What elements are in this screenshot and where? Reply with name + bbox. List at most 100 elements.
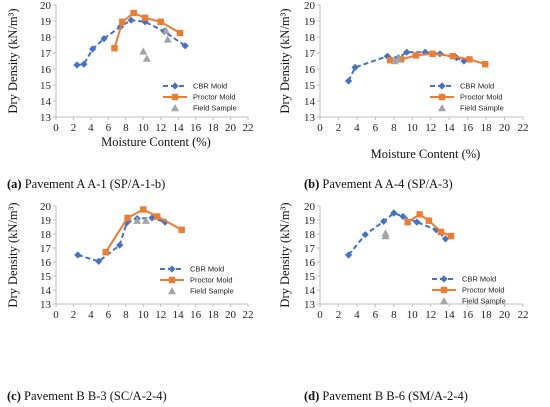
data-point bbox=[116, 241, 124, 249]
x-tick-label: 12 bbox=[425, 309, 436, 321]
caption-text: Pavement A A-1 (SP/A-1-b) bbox=[22, 177, 166, 191]
y-tick-label: 14 bbox=[40, 285, 52, 297]
data-point bbox=[89, 45, 97, 53]
y-tick-label: 17 bbox=[304, 48, 316, 60]
legend-label: Proctor Mold bbox=[190, 276, 233, 285]
x-tick-label: 22 bbox=[518, 122, 529, 134]
data-point bbox=[163, 35, 172, 43]
data-point bbox=[412, 52, 420, 59]
legend-marker bbox=[171, 104, 179, 112]
legend: CBR Mold Proctor Mold Field Sample bbox=[160, 265, 234, 296]
data-point bbox=[124, 214, 131, 222]
series-proctor-mold bbox=[386, 50, 489, 68]
data-point bbox=[351, 63, 359, 71]
x-tick-label: 4 bbox=[354, 122, 360, 134]
data-point bbox=[449, 53, 457, 60]
x-tick-label: 12 bbox=[155, 309, 166, 321]
caption-label: (c) bbox=[7, 389, 21, 403]
data-point bbox=[481, 61, 489, 68]
x-tick-label: 10 bbox=[138, 122, 150, 134]
series-proctor-mold bbox=[102, 206, 185, 256]
x-tick-label: 2 bbox=[336, 309, 342, 321]
y-tick-label: 14 bbox=[304, 285, 316, 297]
data-point bbox=[386, 57, 394, 64]
x-tick-label: 0 bbox=[317, 309, 323, 321]
data-point bbox=[380, 217, 388, 225]
x-tick-label: 20 bbox=[225, 122, 237, 134]
x-tick-label: 16 bbox=[462, 309, 474, 321]
data-point bbox=[345, 251, 353, 259]
legend-marker bbox=[438, 82, 446, 90]
y-tick-label: 16 bbox=[40, 257, 52, 269]
data-point bbox=[140, 206, 147, 213]
data-point bbox=[127, 16, 135, 24]
data-point bbox=[413, 218, 421, 226]
x-tick-label: 10 bbox=[138, 309, 150, 321]
data-point bbox=[399, 212, 407, 221]
legend-label: CBR Mold bbox=[460, 82, 494, 91]
y-tick-label: 19 bbox=[304, 16, 316, 28]
panel-caption: (b) Pavement A A-4 (SP/A-3) bbox=[304, 177, 453, 191]
x-tick-label: 6 bbox=[106, 309, 112, 321]
y-tick-label: 13 bbox=[304, 112, 316, 124]
data-point bbox=[345, 77, 353, 85]
legend-label: Proctor Mold bbox=[460, 93, 503, 102]
legend-marker bbox=[168, 265, 176, 273]
x-tick-label: 10 bbox=[407, 122, 419, 134]
x-axis-label: Moisture Content (%) bbox=[101, 135, 211, 149]
data-point bbox=[161, 26, 170, 34]
data-point bbox=[361, 231, 369, 239]
y-tick-label: 20 bbox=[40, 0, 52, 12]
chart-panel-c: 13 14 15 16 17 18 19 20 0 2 4 6 8 10 12 14 16 18 20 22 Dry D… bbox=[6, 201, 254, 403]
data-point bbox=[100, 35, 108, 43]
data-point bbox=[437, 228, 445, 236]
x-tick-label: 4 bbox=[354, 309, 360, 321]
data-point bbox=[141, 216, 150, 224]
x-tick-label: 6 bbox=[373, 309, 379, 321]
data-point bbox=[139, 47, 148, 55]
data-point bbox=[398, 56, 405, 63]
x-tick-label: 6 bbox=[373, 122, 379, 134]
legend-label: CBR Mold bbox=[193, 82, 227, 91]
data-point bbox=[141, 14, 149, 21]
x-tick-label: 18 bbox=[481, 122, 493, 134]
y-tick-label: 17 bbox=[40, 243, 52, 255]
series-cbr-mold bbox=[74, 214, 169, 265]
data-point bbox=[133, 216, 142, 224]
y-tick-label: 16 bbox=[304, 257, 316, 269]
legend: CBR Mold Proctor Mold Field Sample bbox=[430, 82, 504, 113]
series-line bbox=[77, 216, 166, 263]
y-tick-label: 13 bbox=[304, 299, 316, 311]
y-tick-label: 15 bbox=[40, 80, 52, 92]
data-point bbox=[466, 56, 473, 63]
series-field-sample bbox=[139, 26, 172, 62]
series-cbr-mold bbox=[345, 209, 450, 259]
x-tick-label: 20 bbox=[225, 309, 237, 321]
data-point bbox=[390, 57, 399, 65]
series-field-sample bbox=[381, 229, 390, 240]
data-point bbox=[73, 61, 81, 69]
x-tick-label: 14 bbox=[444, 309, 456, 321]
data-point bbox=[416, 211, 423, 218]
legend-marker bbox=[440, 297, 448, 305]
data-point bbox=[403, 48, 411, 56]
legend-label: Proctor Mold bbox=[462, 286, 505, 295]
x-tick-label: 2 bbox=[71, 309, 77, 321]
y-tick-label: 14 bbox=[40, 96, 52, 108]
x-tick-label: 14 bbox=[173, 122, 185, 134]
caption-text: Pavement B B-6 (SM/A-2-4) bbox=[319, 389, 468, 403]
y-tick-label: 17 bbox=[304, 243, 316, 255]
data-point bbox=[111, 45, 118, 52]
x-tick-label: 8 bbox=[391, 309, 397, 321]
data-point bbox=[176, 29, 184, 37]
y-tick-label: 18 bbox=[304, 32, 316, 44]
data-point bbox=[74, 251, 82, 259]
legend-marker bbox=[171, 93, 179, 101]
x-tick-label: 8 bbox=[123, 122, 129, 134]
x-tick-label: 0 bbox=[53, 309, 59, 321]
x-tick-label: 18 bbox=[208, 122, 220, 134]
panel-caption: (c) Pavement B B-3 (SC/A-2-4) bbox=[7, 389, 167, 403]
y-axis-label: Dry Density (kN/m³) bbox=[278, 202, 292, 307]
y-tick-label: 18 bbox=[304, 229, 316, 241]
caption-text: Pavement B B-3 (SC/A-2-4) bbox=[21, 389, 167, 403]
